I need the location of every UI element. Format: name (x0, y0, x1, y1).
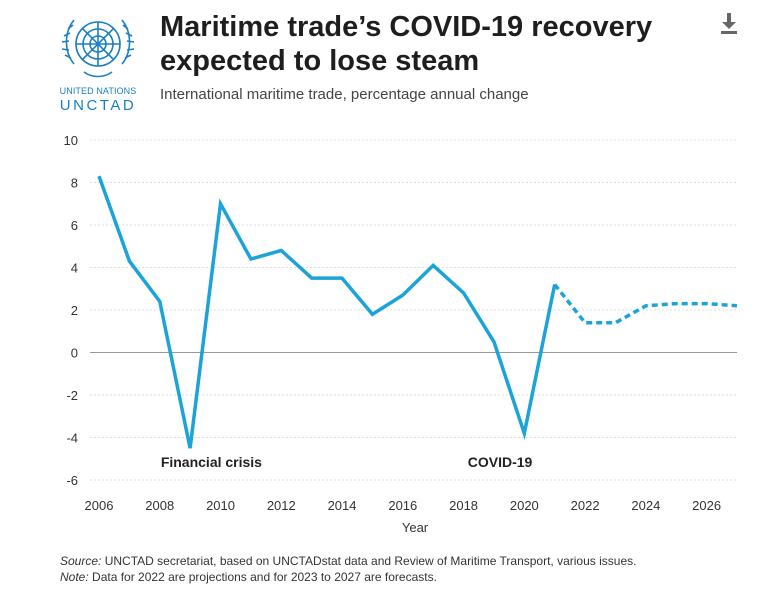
logo-line2: UNCTAD (59, 97, 137, 114)
x-tick-label: 2026 (692, 498, 721, 513)
note-label: Note: (60, 570, 89, 584)
source-label: Source: (60, 554, 102, 568)
y-tick-label: 2 (71, 303, 78, 318)
historical-series-line (97, 175, 557, 449)
y-tick-label: -4 (66, 431, 78, 446)
y-tick-label: 8 (71, 176, 78, 191)
x-tick-label: 2014 (328, 498, 357, 513)
y-tick-label: 10 (64, 133, 78, 148)
chart-title: Maritime trade’s COVID-19 recovery expec… (160, 11, 653, 77)
annotation-covid: COVID-19 (468, 454, 533, 470)
source-line: Source: UNCTAD secretariat, based on UNC… (60, 553, 636, 569)
logo-line1: UNITED NATIONS (59, 86, 137, 96)
download-icon (721, 13, 737, 34)
forecast-series-line (553, 283, 738, 325)
y-tick-label: 6 (71, 218, 78, 233)
x-axis-title: Year (402, 520, 429, 535)
chart-footer: Source: UNCTAD secretariat, based on UNC… (60, 553, 636, 585)
un-emblem-icon (61, 19, 135, 78)
x-tick-label: 2016 (388, 498, 417, 513)
y-tick-label: -6 (66, 473, 78, 488)
note-line: Note: Data for 2022 are projections and … (60, 569, 636, 585)
x-tick-label: 2006 (85, 498, 114, 513)
line-chart: 10 8 6 4 2 0 -2 -4 -6 2006 2008 2010 2012 2014 2016 201… (64, 133, 738, 535)
x-tick-label: 2020 (510, 498, 539, 513)
x-tick-label: 2024 (631, 498, 660, 513)
x-tick-label: 2008 (145, 498, 174, 513)
y-tick-label: 4 (71, 261, 78, 276)
download-button[interactable] (716, 10, 742, 36)
y-tick-label: -2 (66, 388, 78, 403)
annotation-financial-crisis: Financial crisis (161, 454, 262, 470)
x-tick-label: 2022 (571, 498, 600, 513)
x-tick-label: 2010 (206, 498, 235, 513)
unctad-logo: UNITED NATIONS UNCTAD (50, 8, 146, 118)
x-tick-label: 2018 (449, 498, 478, 513)
source-text: UNCTAD secretariat, based on UNCTADstat … (104, 554, 637, 568)
y-tick-label: 0 (71, 346, 78, 361)
note-text: Data for 2022 are projections and for 20… (92, 570, 437, 584)
x-tick-label: 2012 (267, 498, 296, 513)
chart-subtitle: International maritime trade, percentage… (160, 86, 529, 103)
